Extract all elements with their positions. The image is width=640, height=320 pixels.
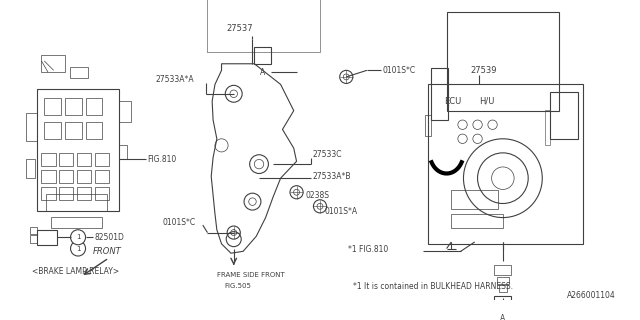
Text: H/U: H/U bbox=[479, 97, 495, 106]
Text: 27533A*A: 27533A*A bbox=[156, 75, 195, 84]
Bar bbox=[425, 115, 431, 136]
Text: 1: 1 bbox=[76, 234, 80, 240]
Bar bbox=[30, 236, 36, 243]
Bar bbox=[451, 190, 498, 209]
Bar bbox=[26, 159, 35, 178]
Bar bbox=[119, 101, 131, 122]
Bar bbox=[42, 55, 65, 72]
Bar bbox=[95, 187, 109, 200]
Text: <BRAKE LAMP RELAY>: <BRAKE LAMP RELAY> bbox=[32, 268, 119, 276]
Bar bbox=[495, 296, 511, 311]
Bar bbox=[42, 153, 56, 166]
Bar bbox=[36, 89, 119, 211]
Bar bbox=[60, 170, 74, 183]
Text: FRONT: FRONT bbox=[93, 247, 122, 256]
Bar bbox=[44, 122, 61, 139]
Bar bbox=[44, 99, 61, 115]
Bar bbox=[550, 92, 578, 139]
Bar bbox=[95, 153, 109, 166]
Bar bbox=[77, 153, 91, 166]
Bar bbox=[447, 12, 559, 111]
Text: FIG.810: FIG.810 bbox=[147, 155, 177, 164]
Text: 27533A*B: 27533A*B bbox=[312, 172, 351, 181]
Text: 82501D: 82501D bbox=[95, 233, 125, 242]
Text: FIG.505: FIG.505 bbox=[225, 283, 252, 289]
Text: 1: 1 bbox=[76, 245, 80, 252]
Bar bbox=[46, 194, 107, 211]
Text: 27537: 27537 bbox=[226, 24, 253, 33]
Text: FRAME SIDE FRONT: FRAME SIDE FRONT bbox=[217, 272, 285, 278]
Text: A: A bbox=[260, 68, 266, 77]
Bar bbox=[207, 0, 320, 52]
Bar bbox=[86, 99, 102, 115]
Bar bbox=[70, 67, 88, 78]
Text: 0238S: 0238S bbox=[306, 191, 330, 200]
Bar bbox=[95, 170, 109, 183]
Bar bbox=[499, 285, 507, 292]
Bar bbox=[119, 145, 127, 159]
Bar bbox=[65, 99, 82, 115]
Text: *1 It is contained in BULKHEAD HARNESS.: *1 It is contained in BULKHEAD HARNESS. bbox=[353, 282, 513, 291]
Text: 27533C: 27533C bbox=[312, 150, 342, 159]
Bar bbox=[428, 84, 582, 244]
Bar bbox=[30, 227, 36, 235]
Text: 0101S*A: 0101S*A bbox=[324, 206, 358, 215]
Text: *1 FIG.810: *1 FIG.810 bbox=[348, 245, 388, 254]
Bar bbox=[495, 265, 511, 275]
Text: A: A bbox=[500, 314, 506, 320]
Bar bbox=[254, 47, 271, 64]
Bar bbox=[26, 113, 36, 141]
Bar bbox=[77, 170, 91, 183]
Circle shape bbox=[70, 230, 86, 245]
Bar bbox=[51, 217, 102, 228]
Bar bbox=[77, 187, 91, 200]
Text: A266001104: A266001104 bbox=[566, 291, 616, 300]
Text: 0101S*C: 0101S*C bbox=[383, 66, 416, 75]
Bar bbox=[42, 187, 56, 200]
Bar bbox=[497, 277, 509, 284]
Bar bbox=[451, 214, 503, 228]
Bar bbox=[86, 122, 102, 139]
Bar bbox=[60, 153, 74, 166]
Bar bbox=[60, 187, 74, 200]
Bar bbox=[36, 230, 58, 245]
Circle shape bbox=[70, 241, 86, 256]
Bar bbox=[431, 68, 447, 120]
Bar bbox=[65, 122, 82, 139]
Text: 27539: 27539 bbox=[470, 66, 497, 75]
Text: 0101S*C: 0101S*C bbox=[163, 218, 196, 227]
Bar bbox=[545, 110, 550, 145]
Bar bbox=[42, 170, 56, 183]
Text: ECU: ECU bbox=[444, 97, 461, 106]
